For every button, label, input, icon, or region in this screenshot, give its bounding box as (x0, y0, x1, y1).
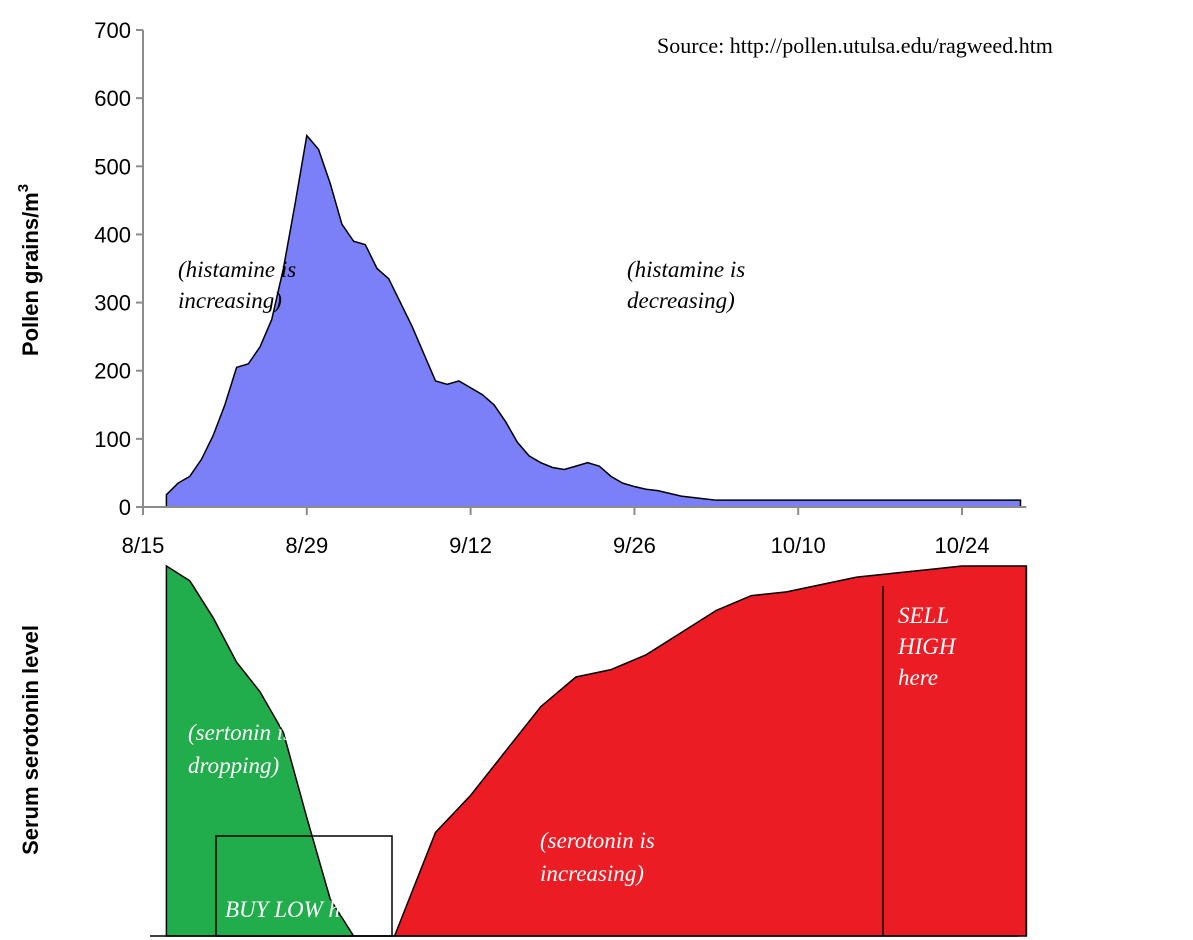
pollen-chart: 0 100 200 300 400 500 600 700 8/15 8/29 9/12 9/26 1… (15, 18, 1027, 558)
pollen-y-axis-title: Pollen grains/m3 (15, 184, 43, 356)
histamine-decreasing-note: (histamine is decreasing) (627, 257, 751, 313)
histamine-increasing-note: (histamine is increasing) (178, 257, 302, 313)
y-tick-label: 400 (94, 222, 131, 247)
serotonin-dropping-note: (sertonin is dropping) (188, 720, 298, 778)
serotonin-dropping-area (165, 564, 395, 937)
y-tick-label: 100 (94, 427, 131, 452)
x-tick-label: 9/26 (613, 533, 656, 558)
x-tick-label: 8/15 (122, 533, 165, 558)
serotonin-increasing-note: (serotonin is increasing) (540, 828, 661, 886)
serotonin-y-axis-title: Serum serotonin level (18, 625, 43, 855)
sell-high-note: SELL HIGH here (897, 603, 961, 690)
source-note: Source: http://pollen.utulsa.edu/ragweed… (657, 33, 1053, 58)
y-tick-label: 700 (94, 18, 131, 43)
serotonin-chart: Serum serotonin level (sertonin is dropp… (18, 564, 1028, 937)
x-tick-label: 8/29 (285, 533, 328, 558)
y-tick-label: 200 (94, 359, 131, 384)
pollen-area (165, 133, 1022, 508)
y-tick-label: 600 (94, 86, 131, 111)
y-tick-label: 300 (94, 291, 131, 316)
pollen-x-axis: 8/15 8/29 9/12 9/26 10/10 10/24 (122, 506, 1027, 558)
buy-low-note: BUY LOW here (225, 897, 369, 922)
serotonin-increasing-area (393, 565, 1028, 937)
x-tick-label: 10/24 (934, 533, 989, 558)
pollen-area-layer (165, 133, 1022, 508)
y-tick-label: 500 (94, 154, 131, 179)
y-tick-label: 0 (119, 495, 131, 520)
serotonin-area-layer (165, 564, 1028, 937)
x-tick-label: 9/12 (449, 533, 492, 558)
pollen-y-axis: 0 100 200 300 400 500 600 700 (94, 18, 144, 520)
x-tick-label: 10/10 (771, 533, 826, 558)
